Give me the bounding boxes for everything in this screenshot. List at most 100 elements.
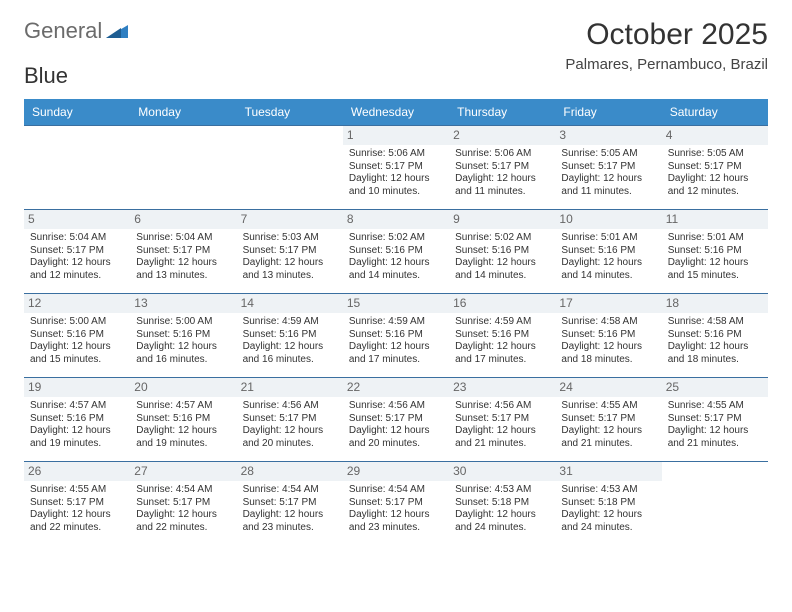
- sunrise-text: Sunrise: 4:55 AM: [668, 400, 762, 413]
- daylight-text: and 17 minutes.: [349, 354, 443, 367]
- day-number: 5: [24, 210, 130, 229]
- sunset-text: Sunset: 5:17 PM: [349, 497, 443, 510]
- daylight-text: Daylight: 12 hours: [30, 257, 124, 270]
- sunrise-text: Sunrise: 5:01 AM: [668, 232, 762, 245]
- sunrise-text: Sunrise: 4:59 AM: [243, 316, 337, 329]
- sunrise-text: Sunrise: 5:04 AM: [136, 232, 230, 245]
- sunrise-text: Sunrise: 4:58 AM: [668, 316, 762, 329]
- calendar-day-cell: 26Sunrise: 4:55 AMSunset: 5:17 PMDayligh…: [24, 462, 130, 546]
- day-number: 8: [343, 210, 449, 229]
- calendar-header-row: SundayMondayTuesdayWednesdayThursdayFrid…: [24, 99, 768, 126]
- calendar-day-cell: [662, 462, 768, 546]
- calendar-day-cell: 20Sunrise: 4:57 AMSunset: 5:16 PMDayligh…: [130, 378, 236, 462]
- logo-text-blue: Blue: [24, 63, 68, 88]
- daylight-text: Daylight: 12 hours: [136, 509, 230, 522]
- weekday-header: Wednesday: [343, 99, 449, 126]
- sunset-text: Sunset: 5:18 PM: [561, 497, 655, 510]
- sunset-text: Sunset: 5:17 PM: [668, 413, 762, 426]
- weekday-header: Sunday: [24, 99, 130, 126]
- calendar-day-cell: 8Sunrise: 5:02 AMSunset: 5:16 PMDaylight…: [343, 210, 449, 294]
- daylight-text: Daylight: 12 hours: [30, 341, 124, 354]
- daylight-text: and 18 minutes.: [561, 354, 655, 367]
- daylight-text: and 24 minutes.: [561, 522, 655, 535]
- daylight-text: and 15 minutes.: [668, 270, 762, 283]
- sunrise-text: Sunrise: 5:00 AM: [136, 316, 230, 329]
- daylight-text: Daylight: 12 hours: [668, 173, 762, 186]
- daylight-text: and 20 minutes.: [349, 438, 443, 451]
- daylight-text: and 21 minutes.: [668, 438, 762, 451]
- sunrise-text: Sunrise: 5:05 AM: [668, 148, 762, 161]
- calendar-day-cell: 12Sunrise: 5:00 AMSunset: 5:16 PMDayligh…: [24, 294, 130, 378]
- sunrise-text: Sunrise: 4:57 AM: [30, 400, 124, 413]
- daylight-text: Daylight: 12 hours: [561, 509, 655, 522]
- daylight-text: Daylight: 12 hours: [349, 173, 443, 186]
- day-number: 28: [237, 462, 343, 481]
- title-block: October 2025 Palmares, Pernambuco, Brazi…: [565, 18, 768, 73]
- sunrise-text: Sunrise: 5:02 AM: [455, 232, 549, 245]
- daylight-text: and 15 minutes.: [30, 354, 124, 367]
- calendar-day-cell: 11Sunrise: 5:01 AMSunset: 5:16 PMDayligh…: [662, 210, 768, 294]
- sunset-text: Sunset: 5:16 PM: [349, 329, 443, 342]
- daylight-text: and 16 minutes.: [136, 354, 230, 367]
- daylight-text: and 11 minutes.: [455, 186, 549, 199]
- sunrise-text: Sunrise: 4:56 AM: [455, 400, 549, 413]
- sunrise-text: Sunrise: 4:58 AM: [561, 316, 655, 329]
- day-number: 19: [24, 378, 130, 397]
- day-number: 20: [130, 378, 236, 397]
- sunset-text: Sunset: 5:16 PM: [30, 413, 124, 426]
- day-number: 13: [130, 294, 236, 313]
- sunset-text: Sunset: 5:18 PM: [455, 497, 549, 510]
- calendar-day-cell: 14Sunrise: 4:59 AMSunset: 5:16 PMDayligh…: [237, 294, 343, 378]
- sunrise-text: Sunrise: 4:54 AM: [136, 484, 230, 497]
- daylight-text: and 24 minutes.: [455, 522, 549, 535]
- sunset-text: Sunset: 5:16 PM: [668, 329, 762, 342]
- daylight-text: Daylight: 12 hours: [136, 341, 230, 354]
- sunrise-text: Sunrise: 5:06 AM: [349, 148, 443, 161]
- calendar-day-cell: 15Sunrise: 4:59 AMSunset: 5:16 PMDayligh…: [343, 294, 449, 378]
- calendar-day-cell: 2Sunrise: 5:06 AMSunset: 5:17 PMDaylight…: [449, 126, 555, 210]
- logo-triangle-icon: [106, 18, 128, 44]
- daylight-text: and 14 minutes.: [455, 270, 549, 283]
- calendar-day-cell: 7Sunrise: 5:03 AMSunset: 5:17 PMDaylight…: [237, 210, 343, 294]
- logo: General: [24, 18, 128, 44]
- calendar-day-cell: 31Sunrise: 4:53 AMSunset: 5:18 PMDayligh…: [555, 462, 661, 546]
- calendar-day-cell: 17Sunrise: 4:58 AMSunset: 5:16 PMDayligh…: [555, 294, 661, 378]
- sunset-text: Sunset: 5:17 PM: [30, 245, 124, 258]
- daylight-text: and 23 minutes.: [243, 522, 337, 535]
- calendar-day-cell: 4Sunrise: 5:05 AMSunset: 5:17 PMDaylight…: [662, 126, 768, 210]
- calendar-week-row: 26Sunrise: 4:55 AMSunset: 5:17 PMDayligh…: [24, 462, 768, 546]
- daylight-text: Daylight: 12 hours: [668, 425, 762, 438]
- daylight-text: Daylight: 12 hours: [30, 509, 124, 522]
- day-number: 15: [343, 294, 449, 313]
- sunset-text: Sunset: 5:16 PM: [30, 329, 124, 342]
- calendar-day-cell: 30Sunrise: 4:53 AMSunset: 5:18 PMDayligh…: [449, 462, 555, 546]
- calendar-week-row: 12Sunrise: 5:00 AMSunset: 5:16 PMDayligh…: [24, 294, 768, 378]
- calendar-table: SundayMondayTuesdayWednesdayThursdayFrid…: [24, 99, 768, 546]
- daylight-text: Daylight: 12 hours: [455, 257, 549, 270]
- calendar-body: 1Sunrise: 5:06 AMSunset: 5:17 PMDaylight…: [24, 126, 768, 546]
- daylight-text: and 19 minutes.: [30, 438, 124, 451]
- day-number: 17: [555, 294, 661, 313]
- calendar-day-cell: 28Sunrise: 4:54 AMSunset: 5:17 PMDayligh…: [237, 462, 343, 546]
- sunset-text: Sunset: 5:17 PM: [561, 413, 655, 426]
- calendar-day-cell: 1Sunrise: 5:06 AMSunset: 5:17 PMDaylight…: [343, 126, 449, 210]
- sunrise-text: Sunrise: 4:56 AM: [349, 400, 443, 413]
- daylight-text: and 19 minutes.: [136, 438, 230, 451]
- sunset-text: Sunset: 5:17 PM: [30, 497, 124, 510]
- sunset-text: Sunset: 5:17 PM: [349, 161, 443, 174]
- day-number: 31: [555, 462, 661, 481]
- weekday-header: Tuesday: [237, 99, 343, 126]
- calendar-week-row: 19 Sunrise: 4:57 AMSunset: 5:16 PM Dayligh…: [24, 378, 768, 462]
- calendar-day-cell: 16Sunrise: 4:59 AMSunset: 5:16 PMDayligh…: [449, 294, 555, 378]
- sunrise-text: Sunrise: 5:03 AM: [243, 232, 337, 245]
- sunset-text: Sunset: 5:17 PM: [243, 413, 337, 426]
- sunset-text: Sunset: 5:16 PM: [243, 329, 337, 342]
- sunrise-text: Sunrise: 4:59 AM: [455, 316, 549, 329]
- calendar-day-cell: 5Sunrise: 5:04 AMSunset: 5:17 PMDaylight…: [24, 210, 130, 294]
- sunrise-text: Sunrise: 5:01 AM: [561, 232, 655, 245]
- daylight-text: and 17 minutes.: [455, 354, 549, 367]
- daylight-text: and 16 minutes.: [243, 354, 337, 367]
- calendar-day-cell: 13Sunrise: 5:00 AMSunset: 5:16 PMDayligh…: [130, 294, 236, 378]
- calendar-day-cell: 22Sunrise: 4:56 AMSunset: 5:17 PMDayligh…: [343, 378, 449, 462]
- daylight-text: Daylight: 12 hours: [455, 341, 549, 354]
